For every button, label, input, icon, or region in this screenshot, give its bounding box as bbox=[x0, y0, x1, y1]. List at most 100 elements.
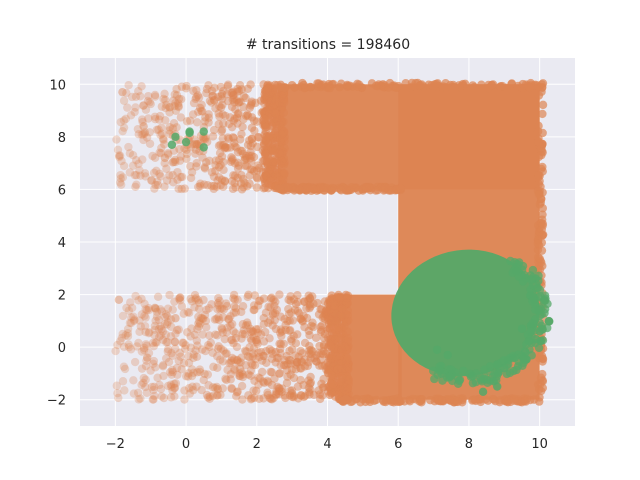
green-point bbox=[540, 304, 550, 314]
orange-point bbox=[209, 96, 219, 105]
green-dense-cluster bbox=[391, 249, 540, 377]
orange-point bbox=[247, 134, 257, 144]
orange-point bbox=[182, 117, 192, 126]
orange-point bbox=[284, 309, 294, 319]
orange-point bbox=[299, 80, 308, 90]
orange-point bbox=[275, 121, 284, 130]
orange-point bbox=[217, 89, 227, 99]
orange-point bbox=[183, 328, 192, 337]
orange-point bbox=[155, 111, 165, 121]
orange-point bbox=[293, 290, 302, 300]
orange-point bbox=[282, 365, 292, 375]
orange-point bbox=[152, 307, 162, 317]
orange-point bbox=[207, 86, 217, 96]
orange-point bbox=[246, 324, 255, 334]
orange-point bbox=[182, 149, 192, 159]
orange-point bbox=[240, 155, 249, 165]
orange-point bbox=[233, 119, 242, 128]
orange-point bbox=[157, 307, 167, 316]
orange-point bbox=[194, 93, 204, 102]
orange-point bbox=[247, 134, 257, 143]
orange-point bbox=[240, 161, 250, 170]
orange-point bbox=[141, 361, 151, 371]
orange-point bbox=[216, 160, 225, 170]
orange-point bbox=[227, 88, 236, 98]
orange-point bbox=[228, 154, 237, 163]
orange-point bbox=[189, 368, 198, 377]
orange-point bbox=[218, 94, 227, 104]
orange-point bbox=[241, 360, 250, 370]
orange-point bbox=[174, 325, 183, 334]
orange-point bbox=[281, 393, 290, 403]
orange-point bbox=[224, 315, 233, 324]
orange-point bbox=[214, 342, 223, 351]
orange-point bbox=[150, 112, 160, 121]
orange-point bbox=[268, 157, 277, 166]
orange-point bbox=[193, 295, 203, 305]
orange-point bbox=[150, 321, 160, 331]
orange-point bbox=[119, 123, 129, 132]
orange-point bbox=[244, 391, 253, 400]
green-point bbox=[181, 137, 191, 147]
orange-point bbox=[116, 174, 125, 183]
orange-point bbox=[176, 172, 185, 182]
orange-point bbox=[263, 390, 273, 400]
orange-point bbox=[265, 345, 274, 354]
orange-point bbox=[188, 382, 197, 391]
orange-point bbox=[252, 166, 262, 175]
orange-point bbox=[204, 110, 213, 119]
orange-point bbox=[255, 394, 264, 404]
orange-point bbox=[235, 81, 245, 90]
orange-point bbox=[299, 380, 308, 390]
y-tick-label: 8 bbox=[58, 131, 66, 146]
orange-point bbox=[149, 168, 159, 178]
orange-point bbox=[271, 389, 281, 399]
orange-point bbox=[112, 135, 121, 144]
orange-point bbox=[229, 116, 238, 125]
orange-point bbox=[230, 295, 240, 304]
orange-point bbox=[284, 295, 293, 305]
orange-point bbox=[137, 82, 146, 91]
orange-point bbox=[200, 117, 209, 126]
orange-point bbox=[195, 367, 205, 377]
orange-point bbox=[217, 325, 227, 334]
green-point bbox=[435, 365, 444, 375]
orange-point bbox=[144, 91, 153, 101]
orange-point bbox=[229, 338, 238, 348]
orange-point bbox=[264, 318, 273, 327]
orange-point bbox=[191, 346, 200, 355]
orange-point bbox=[142, 356, 151, 365]
orange-point bbox=[168, 365, 177, 375]
orange-point bbox=[207, 181, 216, 191]
orange-point bbox=[307, 292, 317, 301]
orange-point bbox=[234, 98, 243, 107]
orange-point bbox=[259, 351, 269, 361]
orange-point bbox=[475, 395, 485, 404]
orange-point bbox=[222, 349, 231, 358]
orange-point bbox=[146, 366, 155, 375]
orange-point bbox=[128, 150, 138, 160]
orange-point bbox=[200, 163, 209, 172]
orange-point bbox=[120, 364, 130, 374]
orange-point bbox=[234, 358, 243, 367]
orange-point bbox=[211, 166, 220, 176]
orange-point bbox=[171, 98, 180, 108]
orange-point bbox=[226, 157, 236, 166]
orange-point bbox=[119, 116, 129, 125]
orange-point bbox=[272, 353, 282, 363]
orange-point bbox=[156, 305, 165, 314]
orange-point bbox=[223, 143, 232, 153]
orange-point bbox=[224, 119, 234, 129]
orange-point bbox=[538, 109, 547, 119]
orange-point bbox=[270, 301, 279, 310]
orange-point bbox=[132, 180, 141, 189]
orange-point bbox=[125, 168, 135, 177]
orange-point bbox=[172, 363, 182, 373]
x-tick-label: 8 bbox=[465, 437, 473, 452]
orange-point bbox=[226, 358, 236, 367]
green-point bbox=[199, 143, 208, 152]
orange-point bbox=[162, 320, 172, 329]
orange-point bbox=[276, 325, 286, 334]
orange-point bbox=[300, 362, 310, 371]
orange-point bbox=[305, 341, 314, 351]
